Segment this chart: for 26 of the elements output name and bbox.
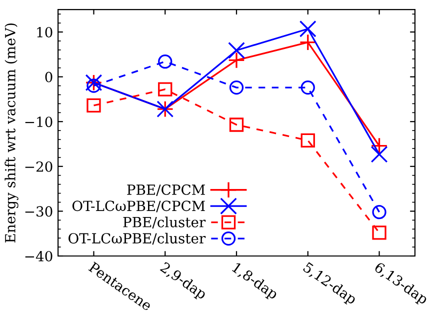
point xyxy=(229,80,244,95)
point xyxy=(228,52,245,69)
point xyxy=(86,78,101,93)
y-tick-label: −10 xyxy=(25,116,52,128)
legend-label: PBE/cluster xyxy=(123,216,206,228)
point xyxy=(86,98,101,113)
legend-label: OT-LCωPBE/cluster xyxy=(68,232,206,245)
y-tick-label: −30 xyxy=(25,206,52,217)
legend-label: OT-LCωPBE/CPCM xyxy=(72,200,205,212)
point xyxy=(299,34,316,51)
y-axis-title: Energy shift wrt vacuum (meV) xyxy=(4,23,18,242)
y-tick-label: −20 xyxy=(25,161,52,172)
point xyxy=(300,80,315,95)
y-tick-label: 0 xyxy=(45,72,52,82)
y-tick-label: 10 xyxy=(37,26,52,38)
point xyxy=(300,133,315,148)
legend-label: PBE/CPCM xyxy=(127,184,205,196)
point xyxy=(158,82,172,96)
point xyxy=(372,226,386,240)
point xyxy=(370,146,388,163)
point xyxy=(158,54,172,69)
point xyxy=(229,118,244,132)
point xyxy=(372,205,386,220)
y-tick-label: −40 xyxy=(25,250,52,262)
point xyxy=(299,20,316,38)
point xyxy=(228,42,245,59)
